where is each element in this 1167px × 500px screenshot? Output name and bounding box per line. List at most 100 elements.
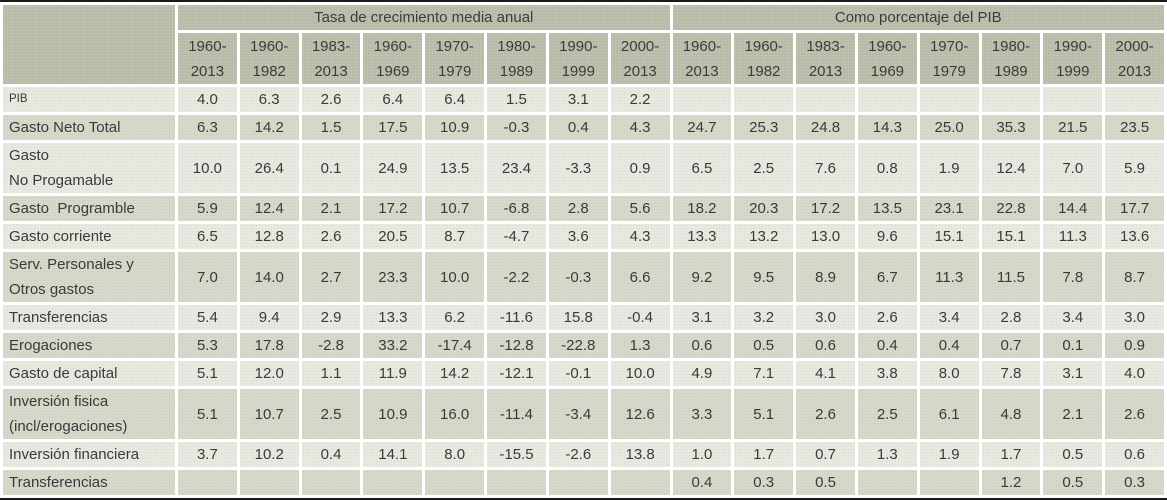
table-cell: 5.6 bbox=[610, 196, 670, 221]
table-row: Gasto corriente 6.5 12.8 2.6 20.5 8.7 -4.7 3.6 4… bbox=[3, 224, 1164, 249]
period-end-year: 2013 bbox=[685, 62, 719, 80]
period-header: 1960- 1982 bbox=[734, 33, 794, 84]
table-cell: 13.8 bbox=[610, 442, 670, 467]
period-header: 1960- 1982 bbox=[239, 33, 299, 84]
table-cell: 10.0 bbox=[610, 361, 670, 386]
table-cell bbox=[487, 470, 546, 495]
row-label: Gasto de capital bbox=[3, 361, 175, 386]
table-cell: 10.7 bbox=[425, 196, 485, 221]
table-cell: -6.8 bbox=[487, 196, 546, 221]
row-label: Transferencias bbox=[3, 470, 175, 495]
table-cell: 2.6 bbox=[857, 305, 917, 330]
table-cell: 17.8 bbox=[239, 333, 299, 358]
group-header-pct-pib: Como porcentaje del PIB bbox=[672, 5, 1164, 30]
table-cell: 8.0 bbox=[919, 361, 979, 386]
table-row: Transferencias 0.4 0.3 0.5 1.2 0.5 0.3 bbox=[3, 470, 1164, 495]
table-cell: 6.7 bbox=[857, 252, 917, 302]
table-cell bbox=[734, 87, 794, 112]
table-cell: 12.4 bbox=[981, 143, 1041, 193]
table-cell: 2.1 bbox=[1043, 389, 1103, 439]
period-start-year: 1990- bbox=[559, 37, 598, 55]
table-cell: 2.5 bbox=[857, 389, 917, 439]
table-cell: 33.2 bbox=[363, 333, 423, 358]
table-cell: 3.6 bbox=[548, 224, 608, 249]
period-start-year: 1960- bbox=[868, 37, 907, 55]
table-cell: 0.9 bbox=[1105, 333, 1164, 358]
table-cell: 1.7 bbox=[981, 442, 1041, 467]
table-cell bbox=[425, 470, 485, 495]
table-cell: 2.8 bbox=[548, 196, 608, 221]
period-end-year: 1979 bbox=[437, 62, 472, 80]
period-end-year: 1969 bbox=[376, 62, 410, 80]
table-cell: 24.7 bbox=[672, 115, 732, 140]
table-cell: 4.3 bbox=[610, 224, 670, 249]
table-cell: -4.7 bbox=[487, 224, 546, 249]
table-cell: 3.7 bbox=[178, 442, 237, 467]
table-cell: 2.5 bbox=[301, 389, 361, 439]
table-row: Erogaciones 5.3 17.8 -2.8 33.2 -17.4 -12.8 -22.… bbox=[3, 333, 1164, 358]
table-cell: 7.8 bbox=[981, 361, 1041, 386]
table-cell: -3.3 bbox=[548, 143, 608, 193]
table-cell: 3.2 bbox=[734, 305, 794, 330]
table-cell: 14.0 bbox=[239, 252, 299, 302]
table-cell: 8.0 bbox=[425, 442, 485, 467]
table-cell: 11.9 bbox=[363, 361, 423, 386]
period-end-year: 1982 bbox=[252, 62, 286, 80]
table-row: Gasto No Progamable 10.0 26.4 0.1 24.9 13.5 23.… bbox=[3, 143, 1164, 193]
period-start-year: 1960- bbox=[188, 37, 227, 55]
table-row: Transferencias 5.4 9.4 2.9 13.3 6.2 -11.6 15.8-… bbox=[3, 305, 1164, 330]
table-cell: 26.4 bbox=[239, 143, 299, 193]
table-cell: 10.7 bbox=[239, 389, 299, 439]
table-cell: 0.7 bbox=[981, 333, 1041, 358]
period-start-year: 1970- bbox=[929, 37, 969, 55]
table-cell: 13.2 bbox=[734, 224, 794, 249]
table-row: Gasto Neto Total 6.3 14.2 1.5 17.5 10.9 -0.3 0.… bbox=[3, 115, 1164, 140]
group-header-growth: Tasa de crecimiento media anual bbox=[178, 5, 670, 30]
period-end-year: 2013 bbox=[190, 62, 225, 80]
period-start-year: 1970- bbox=[435, 37, 474, 55]
table-cell: 2.2 bbox=[610, 87, 670, 112]
table-cell: 0.7 bbox=[796, 442, 855, 467]
table-cell: 9.4 bbox=[239, 305, 299, 330]
table-cell: 6.1 bbox=[919, 389, 979, 439]
table-cell bbox=[857, 87, 917, 112]
period-header: 1983- 2013 bbox=[796, 33, 855, 84]
table-cell: 3.1 bbox=[672, 305, 732, 330]
table-row: Inversión fisica (incl/erogaciones) 5.1 10.… bbox=[3, 389, 1164, 439]
table-cell: 25.0 bbox=[919, 115, 979, 140]
table-cell: 17.5 bbox=[363, 115, 423, 140]
table-cell bbox=[1105, 87, 1164, 112]
table-cell: 10.9 bbox=[425, 115, 485, 140]
table-cell: 2.6 bbox=[301, 224, 361, 249]
table-cell: -15.5 bbox=[487, 442, 546, 467]
table-cell: -0.1 bbox=[548, 361, 608, 386]
table-cell: 1.2 bbox=[981, 470, 1041, 495]
table-cell: 11.3 bbox=[1043, 224, 1103, 249]
table-cell bbox=[239, 470, 299, 495]
period-start-year: 1983- bbox=[806, 37, 845, 55]
table-cell: -11.4 bbox=[487, 389, 546, 439]
table-cell: 3.3 bbox=[672, 389, 732, 439]
table-cell bbox=[919, 470, 979, 495]
table-cell: 10.2 bbox=[239, 442, 299, 467]
table-cell: 0.1 bbox=[301, 143, 361, 193]
table-cell: -17.4 bbox=[425, 333, 485, 358]
table-cell: 6.5 bbox=[672, 143, 732, 193]
period-header: 1960- 1969 bbox=[857, 33, 917, 84]
table-cell bbox=[919, 87, 979, 112]
table-cell: 20.5 bbox=[363, 224, 423, 249]
table-cell: 2.8 bbox=[981, 305, 1041, 330]
table-cell: 12.0 bbox=[239, 361, 299, 386]
table-cell: 14.2 bbox=[425, 361, 485, 386]
table-cell: 1.1 bbox=[301, 361, 361, 386]
table-cell: -2.2 bbox=[487, 252, 546, 302]
table-cell: 0.5 bbox=[1043, 470, 1103, 495]
table-cell: 6.3 bbox=[239, 87, 299, 112]
table-cell: 3.1 bbox=[1043, 361, 1103, 386]
table-top-border bbox=[0, 0, 1167, 2]
table-cell: 3.0 bbox=[1105, 305, 1164, 330]
table-cell: -2.8 bbox=[301, 333, 361, 358]
table-cell: 3.4 bbox=[1043, 305, 1103, 330]
table-cell: 13.5 bbox=[425, 143, 485, 193]
